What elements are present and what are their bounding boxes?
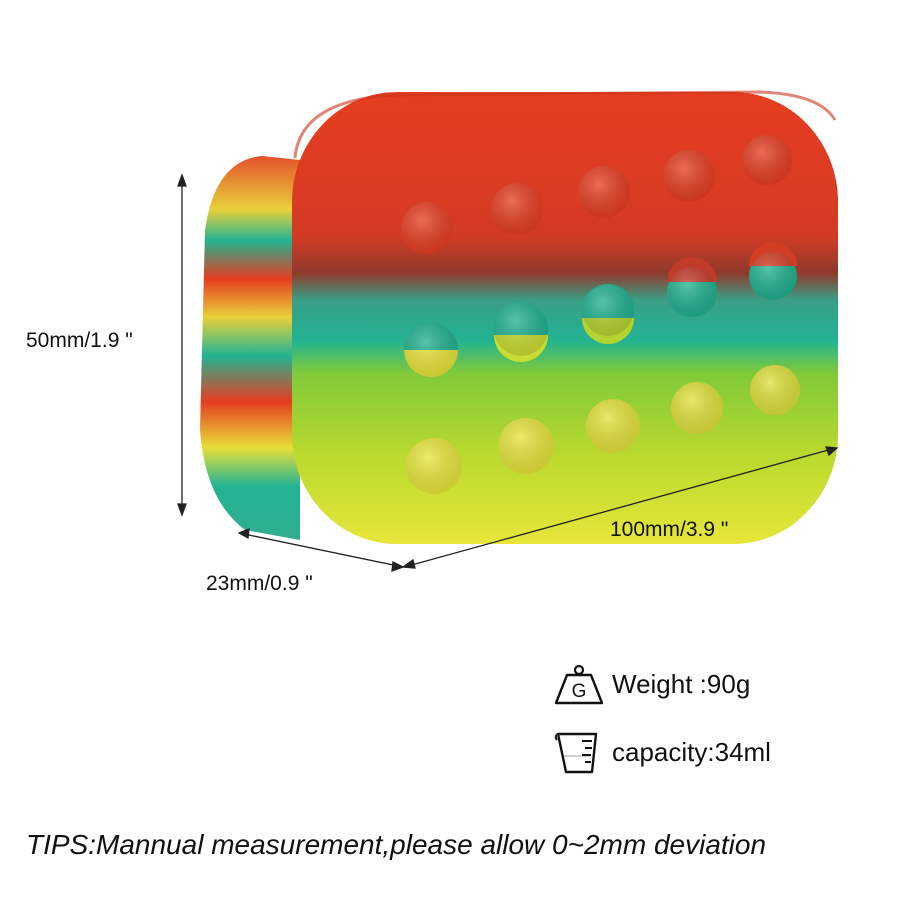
- depth-label: 23mm/0.9 ": [206, 572, 313, 595]
- tips-note: TIPS:Mannual measurement,please allow 0~…: [26, 829, 767, 860]
- length-label: 100mm/3.9 ": [610, 518, 729, 541]
- height-dimension-arrow: [177, 173, 187, 517]
- height-label: 50mm/1.9 ": [26, 329, 133, 352]
- stud-grid: [401, 135, 800, 494]
- capacity-spec: capacity:34ml: [552, 728, 771, 776]
- weight-spec: G Weight :90g: [552, 663, 750, 705]
- measuring-cup-icon: [554, 732, 598, 774]
- length-dimension-arrow: [401, 446, 839, 569]
- capacity-text: capacity:34ml: [612, 736, 771, 767]
- weight-icon: G: [554, 664, 604, 705]
- stud-row-top: [401, 135, 792, 254]
- stud-row-bottom: [406, 365, 800, 494]
- stud-row-middle: [404, 242, 797, 377]
- product-side-face: [200, 156, 300, 540]
- depth-dimension-arrow: [237, 527, 405, 572]
- weight-icon-letter: G: [572, 681, 587, 702]
- weight-text: Weight :90g: [612, 668, 751, 699]
